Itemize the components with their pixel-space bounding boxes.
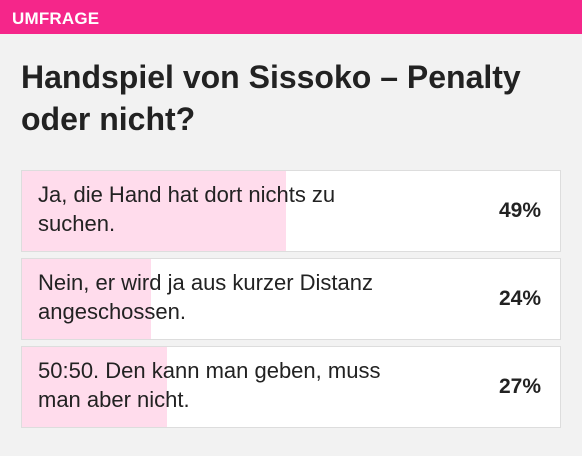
poll-title: Handspiel von Sissoko – Penalty oder nic… xyxy=(21,59,521,137)
poll-option-1[interactable]: Ja, die Hand hat dort nichts zu suchen. … xyxy=(21,170,561,252)
poll-option-2[interactable]: Nein, er wird ja aus kurzer Distanz ange… xyxy=(21,258,561,340)
poll-header-bar: UMFRAGE xyxy=(0,0,582,34)
option-percent: 24% xyxy=(498,287,541,310)
result-bar xyxy=(22,347,168,427)
result-bar xyxy=(22,171,286,251)
poll-options: Ja, die Hand hat dort nichts zu suchen. … xyxy=(21,170,561,434)
option-percent: 27% xyxy=(498,375,541,398)
option-percent: 49% xyxy=(498,199,541,222)
option-label: Nein, er wird ja aus kurzer Distanz ange… xyxy=(38,270,374,324)
option-label: Ja, die Hand hat dort nichts zu suchen. xyxy=(38,182,336,236)
option-label: 50:50. Den kann man geben, muss man aber… xyxy=(38,358,381,412)
poll-option-3[interactable]: 50:50. Den kann man geben, muss man aber… xyxy=(21,346,561,428)
poll-tag: UMFRAGE xyxy=(12,9,100,28)
result-bar xyxy=(22,259,152,339)
